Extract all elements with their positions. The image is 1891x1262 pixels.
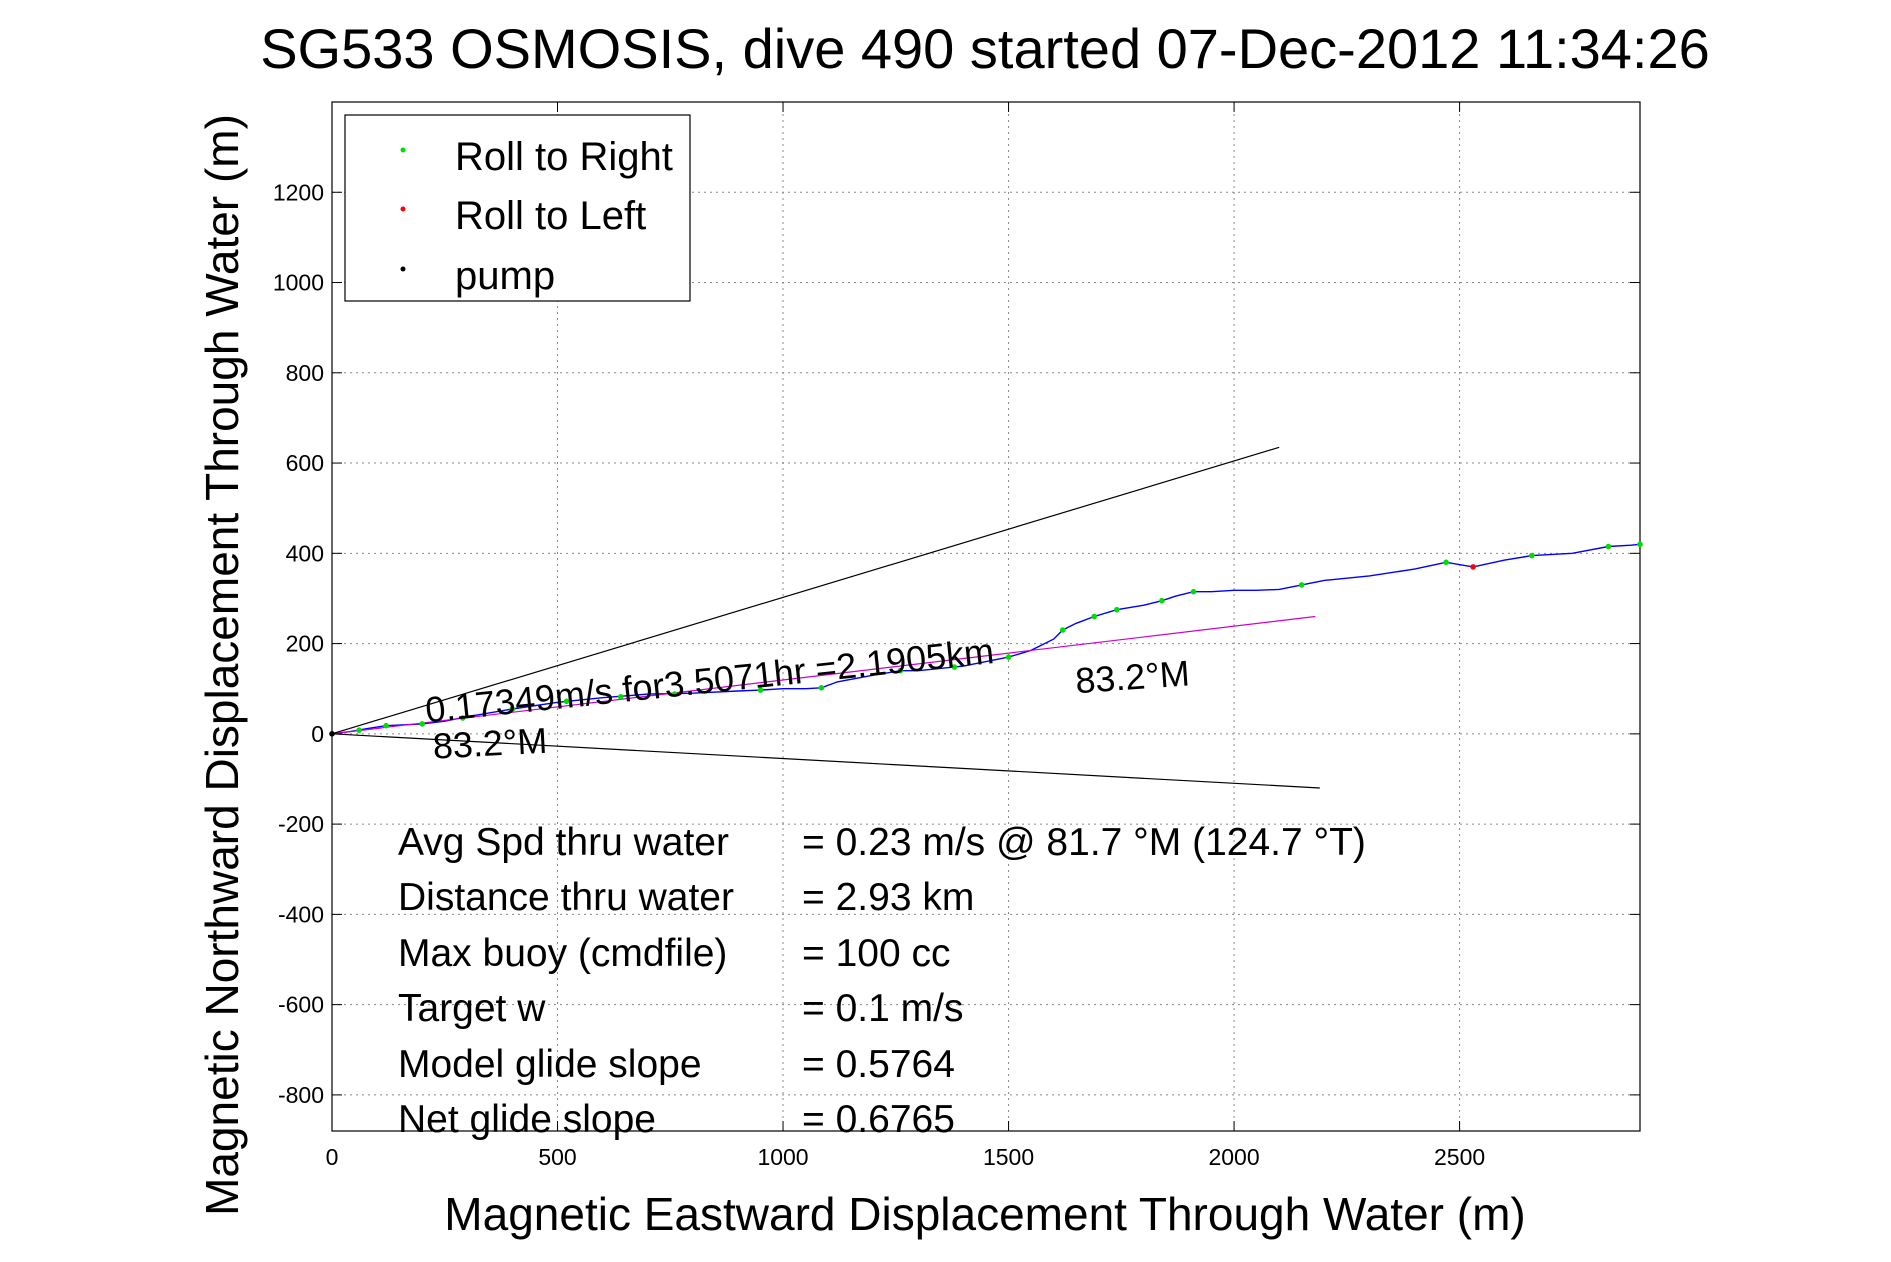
y-tick-label: 1200 <box>273 179 324 205</box>
stat-label-model-glide: Model glide slope <box>398 1043 702 1086</box>
stat-label-target-w: Target w <box>398 987 546 1030</box>
legend-label-pump: pump <box>455 254 555 298</box>
x-tick-label: 2000 <box>1208 1144 1259 1170</box>
stat-value-avg-speed: = 0.23 m/s @ 81.7 °M (124.7 °T) <box>802 821 1366 864</box>
x-tick-label: 2500 <box>1434 1144 1485 1170</box>
y-tick-label: -200 <box>278 811 324 837</box>
series-line-direct-course <box>331 615 1316 735</box>
marker-roll-right <box>1091 613 1097 620</box>
legend-label-roll-left: Roll to Left <box>455 194 646 238</box>
marker-roll-right <box>356 727 362 733</box>
x-tick-label: 0 <box>326 1144 339 1170</box>
legend-marker-roll-right <box>400 147 406 153</box>
stat-value-distance: = 2.93 km <box>802 876 974 919</box>
marker-roll-right <box>1298 582 1305 588</box>
marker-roll-right <box>1605 543 1612 550</box>
y-tick-label: -400 <box>278 901 324 927</box>
marker-pump <box>329 731 335 737</box>
y-tick-label: 600 <box>286 450 324 476</box>
stat-value-max-buoy: = 100 cc <box>802 932 951 975</box>
marker-roll-right <box>383 722 389 729</box>
marker-roll-right <box>1529 552 1535 559</box>
stat-value-target-w: = 0.1 m/s <box>802 987 963 1030</box>
marker-roll-right <box>951 664 958 670</box>
marker-roll-right <box>818 685 825 691</box>
marker-roll-right <box>897 667 904 674</box>
annotation-2: 83.2°M <box>432 720 548 767</box>
y-tick-label: 400 <box>286 540 324 566</box>
legend-label-roll-right: Roll to Right <box>455 135 673 179</box>
plot-frame <box>331 101 1641 1132</box>
stats-block: Avg Spd thru water = 0.23 m/s @ 81.7 °M … <box>398 821 1366 1141</box>
marker-layer <box>329 541 1643 737</box>
marker-roll-right <box>563 698 570 705</box>
y-tick-label: 200 <box>286 631 324 657</box>
y-tick-label: -600 <box>278 992 324 1018</box>
stat-label-avg-speed: Avg Spd thru water <box>398 821 729 864</box>
marker-roll-right <box>672 691 678 697</box>
stat-label-net-glide: Net glide slope <box>398 1098 656 1141</box>
series-layer <box>331 446 1641 789</box>
marker-roll-right <box>460 715 466 721</box>
marker-roll-right <box>1059 627 1066 633</box>
stat-value-model-glide: = 0.5764 <box>802 1043 955 1086</box>
stat-value-net-glide: = 0.6765 <box>802 1098 955 1141</box>
legend-marker-pump <box>400 266 406 272</box>
marker-roll-right <box>1114 606 1120 613</box>
y-tick-label: 800 <box>286 360 324 386</box>
stat-label-max-buoy: Max buoy (cmdfile) <box>398 932 727 975</box>
marker-roll-right <box>1005 654 1012 660</box>
series-line-heading-bound <box>331 446 1280 735</box>
marker-roll-right <box>1190 588 1197 595</box>
y-axis-label: Magnetic Northward Displacement Through … <box>196 114 248 1216</box>
legend: Roll to Right Roll to Left pump <box>344 114 691 302</box>
annotation-1: 83.2°M <box>1074 652 1191 701</box>
chart-title: SG533 OSMOSIS, dive 490 started 07-Dec-2… <box>260 17 1710 80</box>
marker-roll-right <box>617 694 624 700</box>
marker-roll-left <box>1470 564 1476 570</box>
marker-roll-right <box>1637 541 1643 548</box>
x-axis-label: Magnetic Eastward Displacement Through W… <box>444 1188 1525 1240</box>
y-tick-label: 1000 <box>273 270 324 296</box>
marker-roll-right <box>509 706 516 712</box>
y-tick-label: 0 <box>311 721 324 747</box>
series-line-track <box>331 543 1641 735</box>
x-tick-label: 1500 <box>983 1144 1034 1170</box>
x-tick-label: 1000 <box>757 1144 808 1170</box>
marker-roll-right <box>419 721 426 727</box>
marker-roll-right <box>1443 559 1449 566</box>
x-tick-label: 500 <box>538 1144 576 1170</box>
marker-roll-right <box>757 687 764 693</box>
series-line-heading-bound <box>331 733 1320 789</box>
legend-marker-roll-left <box>400 206 406 212</box>
marker-roll-right <box>1159 597 1165 604</box>
y-tick-label: -800 <box>278 1082 324 1108</box>
stat-label-distance: Distance thru water <box>398 876 734 919</box>
tick-layer: 0 500 1000 1500 2000 2500 -800 -600 -400 -200 0 200… <box>273 102 1640 1170</box>
